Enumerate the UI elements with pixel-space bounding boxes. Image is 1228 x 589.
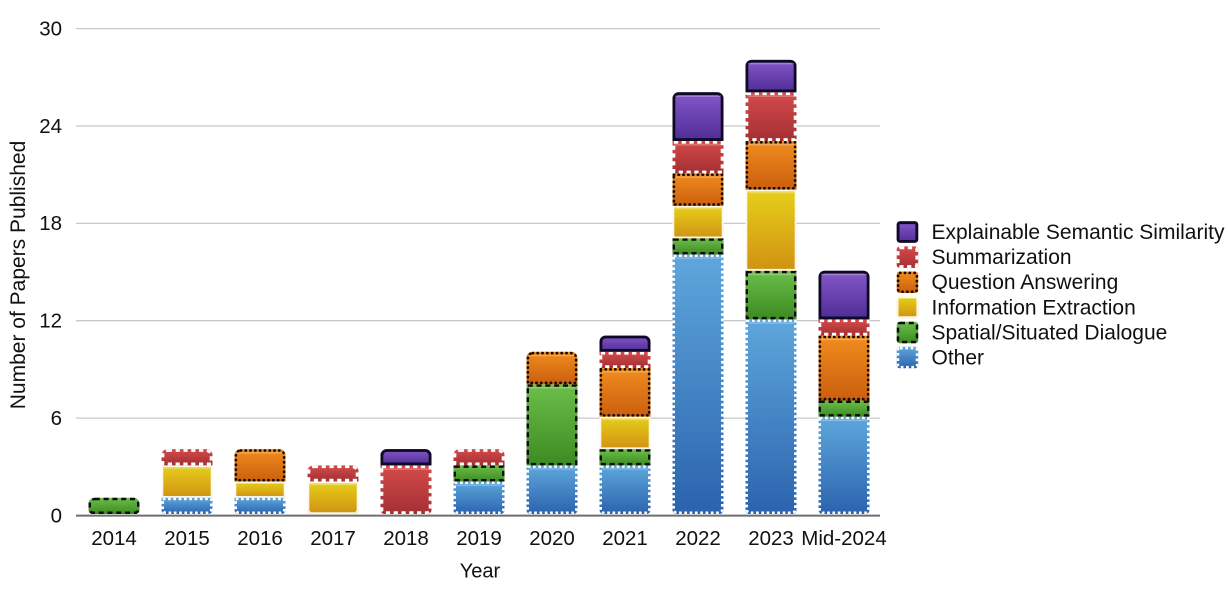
svg-text:Mid-2024: Mid-2024 <box>801 527 886 550</box>
svg-text:Summarization: Summarization <box>932 246 1072 269</box>
svg-text:2022: 2022 <box>675 527 721 550</box>
svg-text:Information Extraction: Information Extraction <box>932 296 1136 319</box>
svg-text:24: 24 <box>39 115 62 138</box>
svg-text:2015: 2015 <box>164 527 210 550</box>
svg-text:Year: Year <box>460 561 501 583</box>
svg-text:2020: 2020 <box>529 527 575 550</box>
svg-text:0: 0 <box>51 504 62 527</box>
svg-text:Spatial/Situated Dialogue: Spatial/Situated Dialogue <box>932 322 1168 345</box>
svg-text:2014: 2014 <box>91 527 137 550</box>
svg-text:Number of Papers Published: Number of Papers Published <box>7 141 30 409</box>
svg-text:2019: 2019 <box>456 527 502 550</box>
svg-text:Other: Other <box>932 347 985 370</box>
svg-text:2016: 2016 <box>237 527 283 550</box>
svg-text:2023: 2023 <box>748 527 794 550</box>
svg-text:2018: 2018 <box>383 527 429 550</box>
svg-text:2017: 2017 <box>310 527 356 550</box>
svg-text:Explainable Semantic Similarit: Explainable Semantic Similarity <box>932 221 1225 244</box>
svg-text:Question Answering: Question Answering <box>932 271 1119 294</box>
svg-text:12: 12 <box>39 310 62 333</box>
svg-text:18: 18 <box>39 212 62 235</box>
svg-text:6: 6 <box>51 407 62 430</box>
svg-text:2021: 2021 <box>602 527 648 550</box>
svg-text:30: 30 <box>39 17 62 40</box>
